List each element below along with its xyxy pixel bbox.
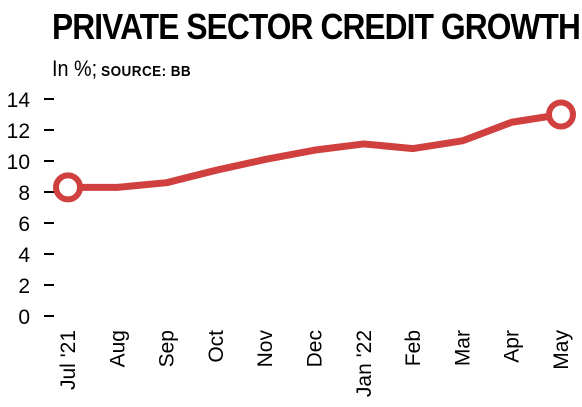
y-tick-label: 14 bbox=[7, 89, 31, 112]
x-tick-label: Feb bbox=[402, 330, 425, 366]
y-tick-label: 4 bbox=[18, 244, 30, 267]
x-tick-label: Oct bbox=[205, 330, 228, 363]
endpoint-marker bbox=[53, 172, 83, 203]
x-tick-label: Nov bbox=[254, 330, 277, 368]
x-tick-label: Aug bbox=[106, 330, 129, 367]
x-tick-label: May bbox=[550, 330, 573, 370]
y-tick-label: 2 bbox=[18, 275, 30, 298]
x-tick-label: Sep bbox=[156, 330, 179, 367]
x-tick-label: Mar bbox=[451, 330, 474, 366]
endpoint-marker bbox=[546, 99, 576, 130]
x-tick-label: Jul '21 bbox=[57, 330, 80, 390]
x-tick-label: Jan '22 bbox=[353, 330, 376, 397]
source-label: SOURCE: BB bbox=[101, 63, 192, 80]
y-tick-label: 12 bbox=[7, 120, 30, 143]
unit-label: In %; bbox=[52, 56, 98, 81]
series-line bbox=[64, 111, 565, 191]
x-tick-label: Dec bbox=[304, 330, 327, 367]
chart-title: PRIVATE SECTOR CREDIT GROWTH bbox=[52, 6, 581, 47]
chart-subtitle: In %; SOURCE: BB bbox=[52, 56, 191, 82]
y-tick-label: 6 bbox=[18, 213, 30, 236]
x-tick-label: Apr bbox=[501, 330, 524, 363]
y-tick-label: 10 bbox=[7, 151, 30, 174]
y-tick-label: 8 bbox=[18, 182, 30, 205]
y-tick-label: 0 bbox=[18, 306, 30, 329]
